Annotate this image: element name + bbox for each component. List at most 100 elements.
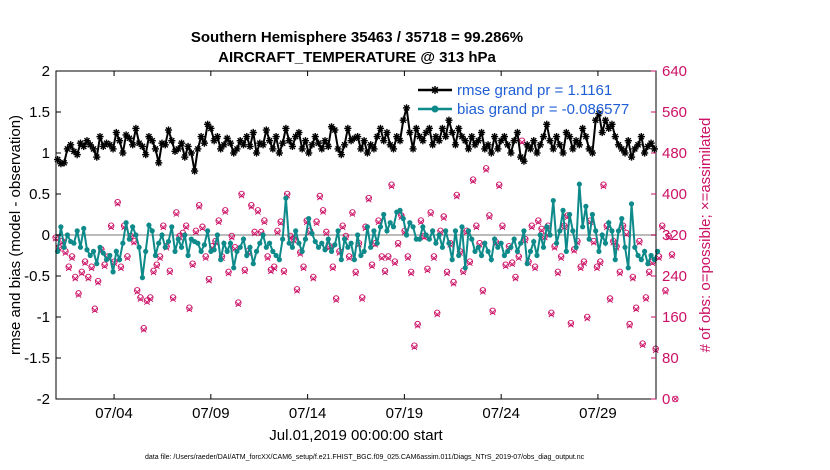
rmse-point: [549, 145, 557, 153]
y-tick-label-left: 0: [42, 227, 50, 244]
rmse-point: [536, 141, 544, 149]
obs-assimilated-point: [519, 139, 525, 146]
bias-point: [469, 236, 475, 242]
bias-point: [462, 265, 468, 271]
rmse-point: [168, 137, 176, 145]
bias-point: [403, 232, 410, 238]
obs-assimilated-point: [496, 183, 503, 190]
bias-point: [599, 232, 605, 238]
obs-assimilated-point: [489, 309, 496, 316]
obs-possible-point: [430, 253, 438, 260]
bias-point: [319, 240, 325, 246]
bias-point: [557, 228, 563, 234]
obs-possible-point: [264, 253, 271, 260]
rmse-point: [376, 124, 385, 132]
obs-possible-point: [349, 209, 356, 216]
obs-possible-point: [473, 222, 480, 230]
obs-possible-point: [411, 342, 418, 349]
rmse-point: [624, 137, 632, 145]
obs-assimilated-point: [72, 275, 79, 282]
rmse-point: [314, 139, 323, 147]
obs-possible-point: [381, 267, 389, 275]
bias-point: [544, 224, 550, 230]
rmse-point: [445, 116, 453, 124]
bias-point: [514, 248, 521, 254]
rmse-point: [419, 137, 427, 145]
obs-possible-point: [313, 218, 320, 225]
bias-point: [283, 195, 289, 201]
obs-possible-point: [137, 294, 144, 301]
rmse-point: [125, 134, 133, 142]
y-tick-label-left: -2: [37, 391, 50, 408]
obs-possible-point: [114, 198, 121, 206]
rmse-point: [354, 133, 362, 141]
bias-point: [231, 265, 237, 271]
rmse-point: [627, 153, 636, 161]
obs-assimilated-point: [78, 270, 85, 277]
bias-point: [540, 244, 547, 250]
obs-possible-point: [626, 320, 633, 328]
rmse-point: [487, 149, 495, 157]
obs-assimilated-point: [277, 220, 284, 227]
obs-assimilated-point: [577, 265, 584, 272]
obs-possible-point: [450, 278, 457, 286]
bias-point: [81, 225, 87, 232]
bias-point: [452, 228, 459, 234]
obs-assimilated-point: [124, 255, 131, 261]
bias-point: [270, 248, 276, 254]
obs-possible-point: [248, 202, 255, 209]
obs-assimilated-point: [450, 280, 457, 287]
bias-point: [619, 216, 625, 222]
bias-point: [169, 224, 175, 230]
obs-possible-point: [593, 263, 601, 271]
obs-possible-point: [639, 340, 646, 347]
obs-possible-point: [228, 232, 236, 240]
obs-possible-point: [261, 217, 268, 224]
obs-assimilated-point: [404, 255, 411, 261]
obs-assimilated-point: [153, 263, 160, 270]
bias-point: [371, 228, 377, 234]
obs-assimilated-point: [581, 260, 587, 267]
rmse-point: [621, 149, 629, 157]
rmse-point: [295, 128, 303, 137]
bias-point: [498, 240, 504, 246]
bias-point: [397, 207, 403, 213]
y-tick-label-left: 2: [42, 63, 50, 80]
obs-possible-point: [668, 251, 676, 258]
bias-point: [126, 236, 132, 242]
obs-possible-point: [466, 258, 474, 265]
obs-assimilated-point: [157, 255, 163, 261]
rmse-point: [115, 137, 124, 145]
rmse-point: [288, 142, 297, 151]
obs-assimilated-point: [378, 255, 385, 261]
obs-assimilated-point: [672, 396, 679, 402]
obs-possible-point: [293, 286, 301, 293]
obs-assimilated-point: [431, 255, 437, 261]
obs-possible-point: [166, 267, 174, 275]
obs-possible-point: [482, 165, 490, 172]
bias-point: [247, 244, 253, 250]
obs-assimilated-point: [183, 224, 190, 231]
x-tick-label: 07/29: [579, 405, 617, 422]
obs-assimilated-point: [199, 225, 206, 232]
obs-possible-point: [642, 294, 650, 301]
bias-point: [58, 224, 64, 230]
rmse-point: [373, 133, 381, 141]
rmse-point: [334, 145, 342, 153]
obs-assimilated-point: [385, 255, 392, 261]
obs-assimilated-point: [382, 269, 388, 276]
bias-point: [84, 247, 90, 253]
obs-possible-point: [124, 253, 131, 260]
bias-point: [296, 240, 302, 246]
rmse-point: [533, 149, 541, 157]
bias-point: [103, 257, 110, 263]
y-tick-label-right: 480: [662, 145, 687, 162]
obs-possible-point: [323, 228, 330, 236]
obs-assimilated-point: [639, 342, 646, 349]
bias-point: [149, 228, 155, 234]
obs-possible-point: [94, 277, 102, 285]
bias-point: [214, 232, 221, 238]
bias-point: [94, 261, 100, 267]
y-tick-label-right: 240: [662, 268, 687, 285]
obs-assimilated-point: [349, 211, 356, 217]
